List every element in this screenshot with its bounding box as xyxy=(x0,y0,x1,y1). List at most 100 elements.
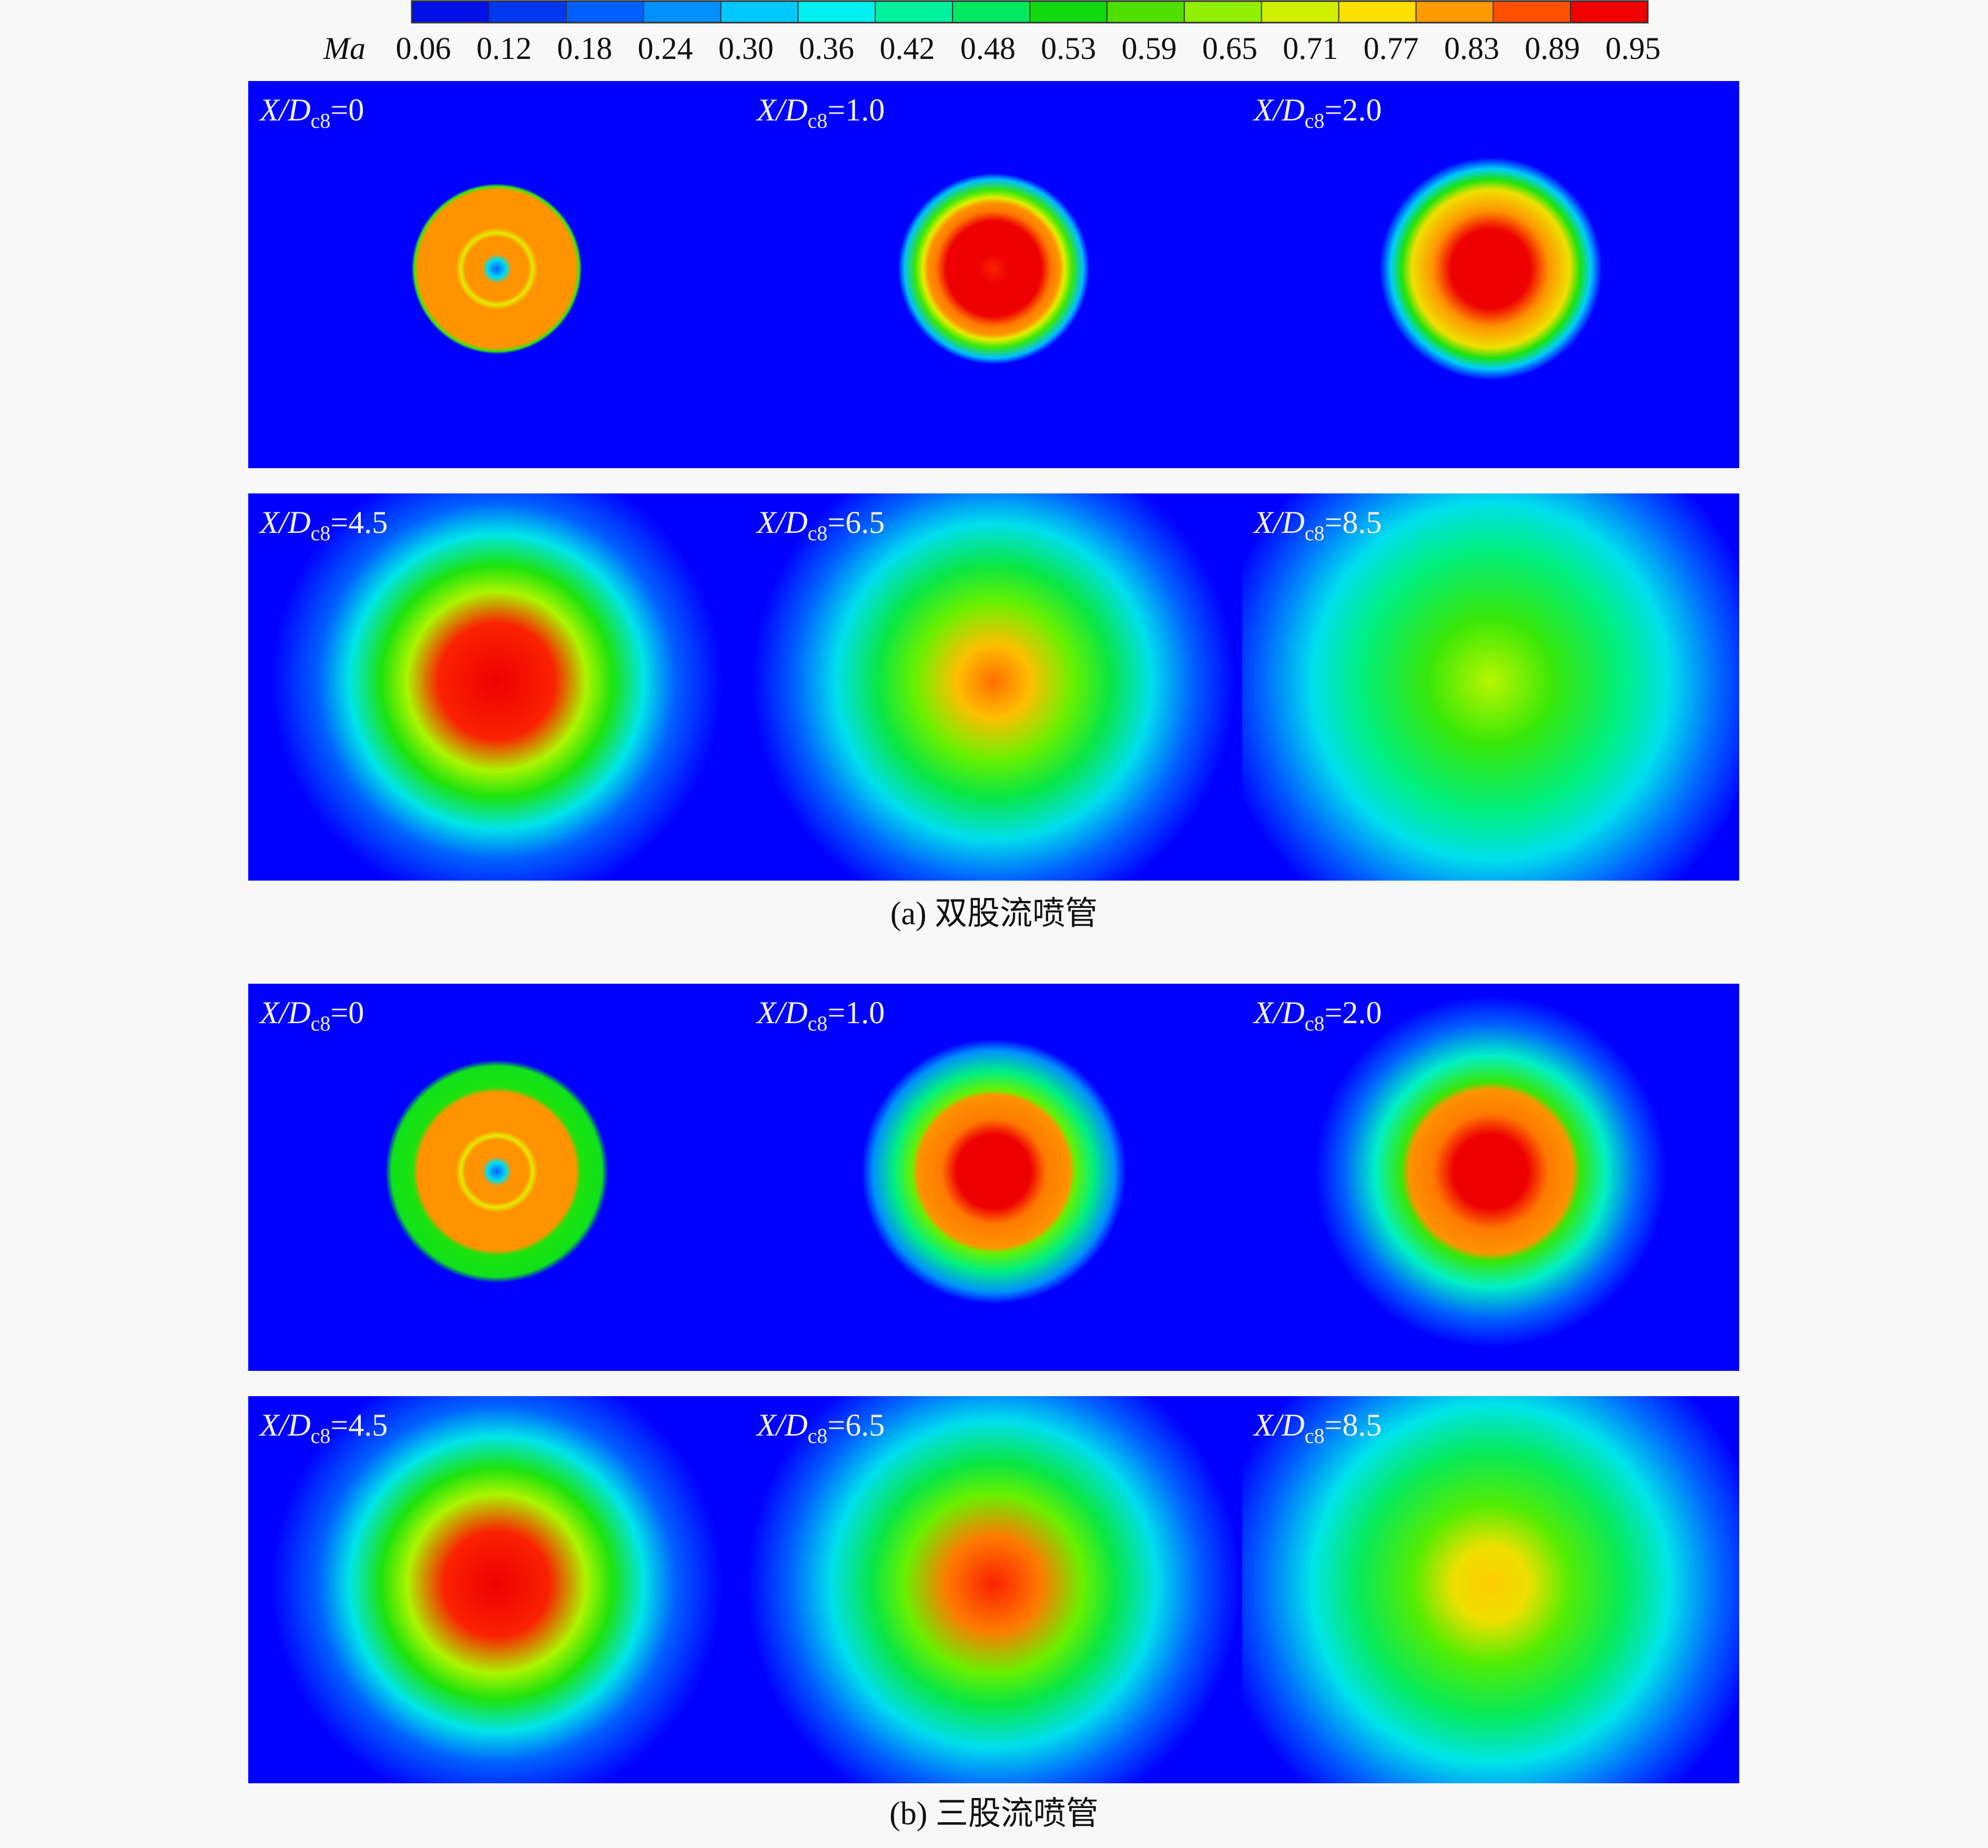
panel-label-value: =4.5 xyxy=(330,1408,388,1442)
jet-contour xyxy=(411,183,582,354)
contour-panel xyxy=(248,1396,745,1783)
colorbar-tick-label: 0.48 xyxy=(960,31,1016,66)
panel-label-subscript: c8 xyxy=(311,1424,331,1448)
colorbar-segment xyxy=(1107,1,1185,23)
jet-contour xyxy=(270,1396,723,1783)
colorbar-tick-label: 0.89 xyxy=(1525,31,1580,66)
contour-panel xyxy=(1242,1396,1739,1783)
panel-label-variable: X/D xyxy=(259,1408,311,1442)
jet-contour xyxy=(861,1038,1127,1304)
colorbar-segment xyxy=(952,1,1030,23)
caption: (a) 双股流喷管 xyxy=(890,896,1098,932)
panel-label-value: =2.0 xyxy=(1324,93,1382,127)
panel-label-variable: X/D xyxy=(259,505,311,540)
panel-label-subscript: c8 xyxy=(1305,521,1325,545)
panel-label: X/Dc8=1.0 xyxy=(756,93,885,133)
colorbar-segment xyxy=(1570,1,1648,23)
colorbar-tick-label: 0.06 xyxy=(396,31,451,66)
colorbar-tick-label: 0.59 xyxy=(1122,31,1177,66)
contour-panel xyxy=(745,984,1242,1371)
panel-label-value: =8.5 xyxy=(1324,505,1382,540)
colorbar-title: Ma xyxy=(323,31,366,66)
colorbar-segment xyxy=(798,1,876,23)
panel-label: X/Dc8=2.0 xyxy=(1253,93,1382,133)
panel-label-value: =4.5 xyxy=(330,505,388,540)
jet-contour xyxy=(1242,1396,1739,1783)
jet-contour xyxy=(898,173,1090,365)
jet-contour xyxy=(270,493,723,881)
panel-label-subscript: c8 xyxy=(1305,109,1325,133)
colorbar-tick-label: 0.71 xyxy=(1283,31,1338,66)
panel-label-variable: X/D xyxy=(1253,1408,1305,1442)
panel-label-value: =1.0 xyxy=(827,93,885,127)
panel-label-variable: X/D xyxy=(259,93,311,127)
panel-label-variable: X/D xyxy=(259,995,311,1030)
colorbar-tick-label: 0.53 xyxy=(1041,31,1096,66)
colorbar-tick-label: 0.12 xyxy=(476,31,532,66)
colorbar-tick-label: 0.42 xyxy=(880,31,935,66)
colorbar-segment xyxy=(643,1,721,23)
colorbar-segment xyxy=(1338,1,1416,23)
colorbar-segment xyxy=(1493,1,1571,23)
panel-label-variable: X/D xyxy=(1253,93,1305,127)
colorbar-tick-label: 0.24 xyxy=(638,31,693,66)
jet-contour xyxy=(746,1396,1241,1783)
colorbar-tick-label: 0.65 xyxy=(1202,31,1257,66)
jet-contour xyxy=(1242,493,1739,881)
panel-label-value: =0 xyxy=(330,995,364,1030)
panel-label-subscript: c8 xyxy=(311,109,331,133)
panel-label-subscript: c8 xyxy=(808,521,828,545)
panel-label-variable: X/D xyxy=(756,93,808,127)
contour-panel xyxy=(745,493,1242,881)
colorbar-segment xyxy=(721,1,798,23)
panel-label-value: =1.0 xyxy=(827,995,885,1030)
panel-label-subscript: c8 xyxy=(808,1012,828,1035)
colorbar-tick-label: 0.95 xyxy=(1606,31,1661,66)
colorbar-tick-label: 0.83 xyxy=(1444,31,1499,66)
panel-label-subscript: c8 xyxy=(311,1012,331,1035)
panel-label-variable: X/D xyxy=(756,995,808,1030)
colorbar-tick-label: 0.18 xyxy=(557,31,612,66)
colorbar-segment xyxy=(1030,1,1108,23)
contour-panel xyxy=(1242,81,1739,468)
panel-label-value: =8.5 xyxy=(1324,1408,1382,1442)
panel-label: X/Dc8=0 xyxy=(259,995,364,1035)
jet-contour xyxy=(1379,157,1602,380)
panel-label-subscript: c8 xyxy=(1305,1424,1325,1448)
panel-label-value: =0 xyxy=(330,93,364,127)
colorbar-tick-label: 0.30 xyxy=(718,31,774,66)
colorbar-segment xyxy=(1184,1,1262,23)
panel-label: X/Dc8=2.0 xyxy=(1253,995,1382,1035)
contour-panel xyxy=(248,493,745,881)
panel-label: X/Dc8=0 xyxy=(259,93,364,133)
colorbar-segment xyxy=(566,1,644,23)
colorbar-segment xyxy=(1261,1,1339,23)
panel-label-subscript: c8 xyxy=(1305,1012,1325,1035)
panel-label: X/Dc8=8.5 xyxy=(1253,505,1382,545)
panel-label-value: =6.5 xyxy=(827,1408,885,1442)
contour-panel xyxy=(745,1396,1242,1783)
colorbar-tick-label: 0.36 xyxy=(799,31,854,66)
panel-label: X/Dc8=1.0 xyxy=(756,995,885,1035)
panel-label: X/Dc8=6.5 xyxy=(756,1408,885,1448)
contour-panel xyxy=(1242,493,1739,881)
jet-contour xyxy=(385,1059,608,1283)
jet-contour xyxy=(1314,995,1667,1348)
panel-label: X/Dc8=8.5 xyxy=(1253,1408,1382,1448)
panel-label: X/Dc8=4.5 xyxy=(259,1408,388,1448)
jet-contour xyxy=(752,493,1236,881)
panel-label-subscript: c8 xyxy=(311,521,331,545)
panel-label-variable: X/D xyxy=(1253,995,1305,1030)
panel-label-value: =2.0 xyxy=(1324,995,1382,1030)
caption: (b) 三股流喷管 xyxy=(889,1796,1099,1832)
panel-label-variable: X/D xyxy=(756,1408,808,1442)
contour-panel xyxy=(745,81,1242,468)
panel-label: X/Dc8=6.5 xyxy=(756,505,885,545)
panel-label-value: =6.5 xyxy=(827,505,885,540)
colorbar-segment xyxy=(489,1,567,23)
panel-label-variable: X/D xyxy=(1253,505,1305,540)
panel-label-subscript: c8 xyxy=(808,1424,828,1448)
colorbar-tick-label: 0.77 xyxy=(1364,31,1419,66)
contour-panel xyxy=(248,81,745,468)
